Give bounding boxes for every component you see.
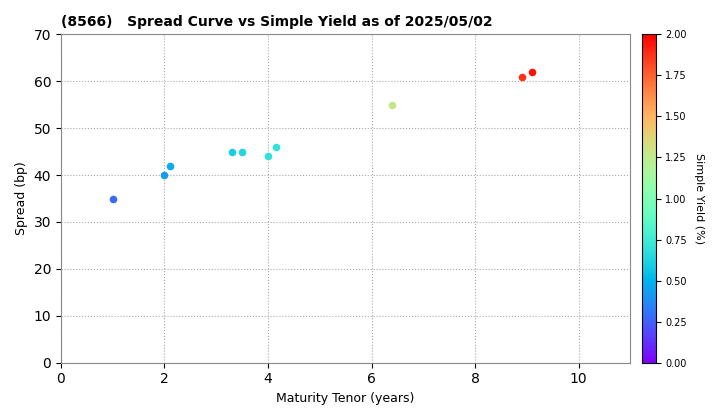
Point	[164, 162, 176, 169]
Y-axis label: Simple Yield (%): Simple Yield (%)	[693, 153, 703, 244]
Point	[236, 148, 248, 155]
Point	[107, 195, 118, 202]
Point	[516, 73, 528, 80]
Point	[270, 144, 282, 150]
Point	[226, 148, 238, 155]
Text: (8566)   Spread Curve vs Simple Yield as of 2025/05/02: (8566) Spread Curve vs Simple Yield as o…	[61, 15, 492, 29]
Point	[387, 101, 398, 108]
Point	[262, 153, 274, 160]
Point	[158, 172, 170, 178]
Y-axis label: Spread (bp): Spread (bp)	[15, 162, 28, 235]
X-axis label: Maturity Tenor (years): Maturity Tenor (years)	[276, 392, 415, 405]
Point	[526, 68, 538, 75]
